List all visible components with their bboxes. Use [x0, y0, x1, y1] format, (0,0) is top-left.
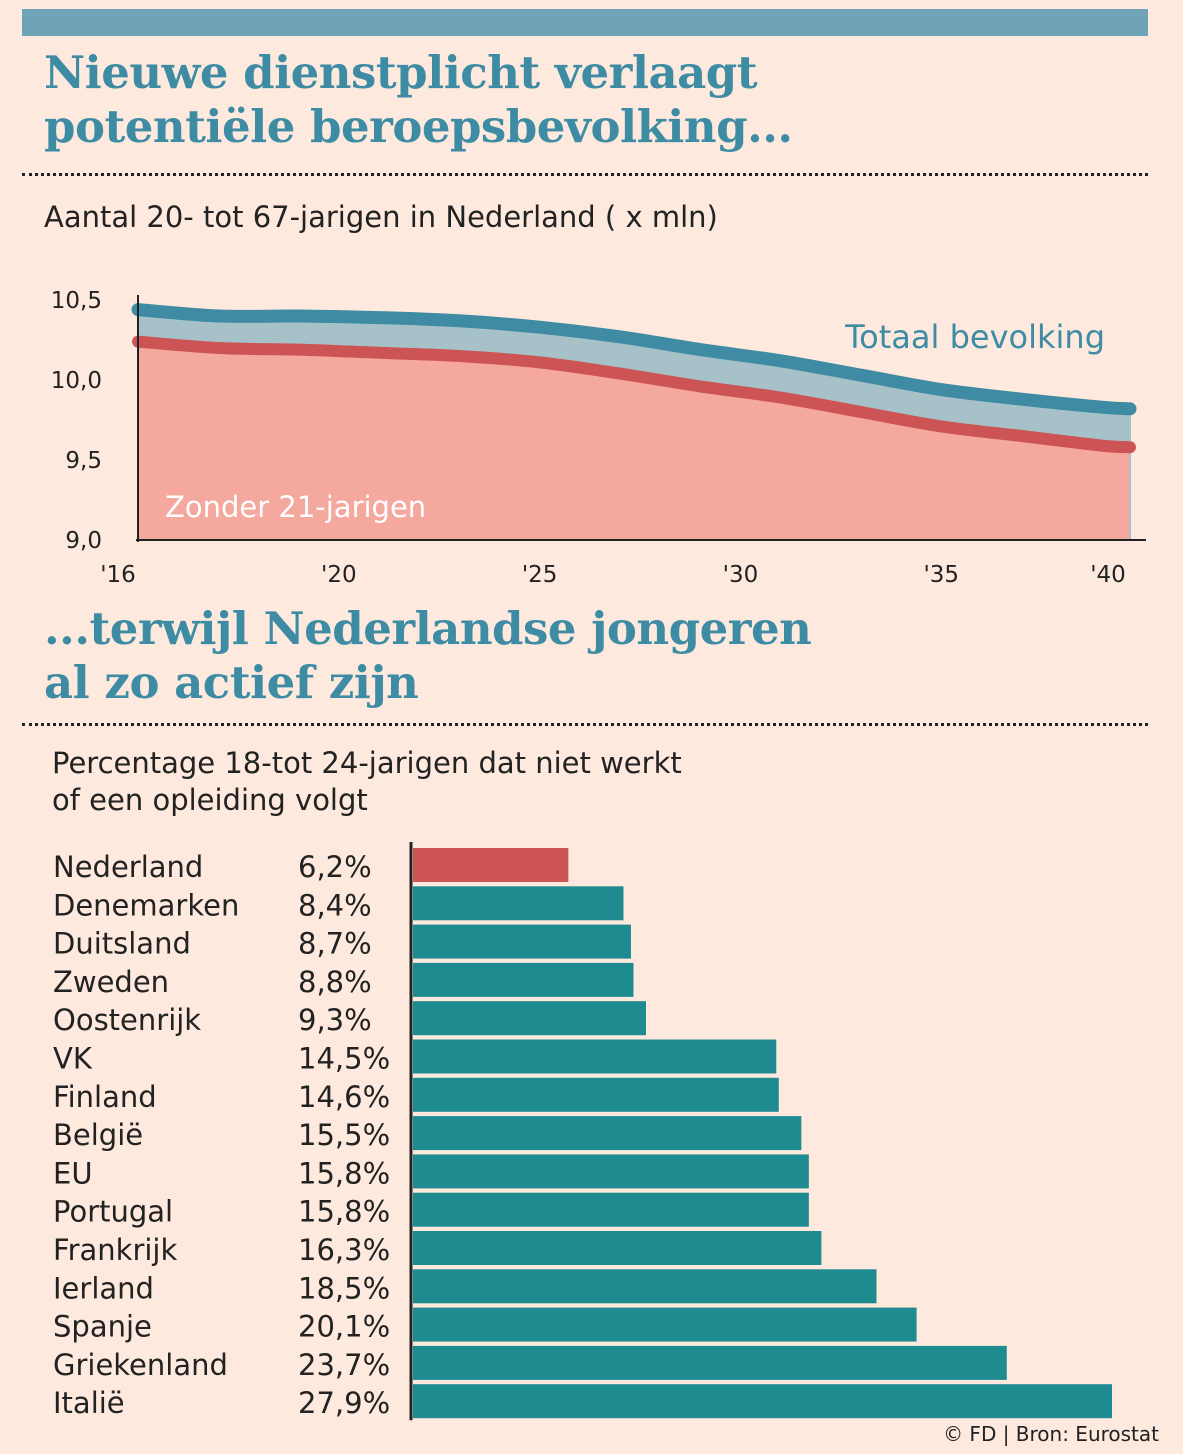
category-label: Nederland	[53, 850, 203, 884]
value-label: 14,5%	[298, 1042, 390, 1076]
category-label: Duitsland	[53, 927, 191, 961]
category-label: Oostenrijk	[53, 1003, 201, 1037]
category-label: VK	[53, 1042, 93, 1076]
bar	[413, 1154, 809, 1189]
bar	[413, 1192, 809, 1227]
value-label: 15,5%	[298, 1118, 390, 1152]
without21-area	[138, 341, 1130, 540]
value-label: 8,7%	[298, 927, 372, 961]
bar	[413, 1039, 777, 1074]
x-tick-label: '16	[100, 562, 136, 588]
x-tick-label: '35	[923, 562, 959, 588]
value-label: 9,3%	[298, 1003, 372, 1037]
x-tick-label: '40	[1090, 562, 1126, 588]
total-line	[131, 303, 1137, 416]
category-label: Griekenland	[53, 1348, 228, 1382]
value-label: 20,1%	[298, 1310, 390, 1344]
category-label: Italië	[53, 1386, 125, 1420]
value-label: 8,4%	[298, 888, 372, 922]
bar	[413, 1231, 822, 1265]
y-tick-label: 9,5	[65, 448, 102, 474]
category-label: Frankrijk	[53, 1233, 177, 1267]
value-label: 15,8%	[298, 1195, 390, 1229]
top-accent-bar	[22, 9, 1148, 36]
bar	[413, 1116, 802, 1151]
category-label: Ierland	[53, 1271, 154, 1305]
bar	[413, 924, 631, 959]
category-label: België	[53, 1118, 143, 1152]
x-tick-label: '25	[522, 562, 558, 588]
bar	[413, 962, 634, 997]
category-label: Spanje	[53, 1310, 152, 1344]
y-tick-label: 9,0	[65, 528, 102, 554]
value-label: 15,8%	[298, 1156, 390, 1190]
value-label: 18,5%	[298, 1271, 390, 1305]
value-label: 8,8%	[298, 965, 372, 999]
headline-population: Nieuwe dienstplicht verlaagt potentiële …	[44, 46, 793, 153]
subtitle-population: Aantal 20- tot 67-jarigen in Nederland (…	[44, 200, 718, 234]
category-label: Denemarken	[53, 888, 239, 922]
bar	[413, 848, 569, 882]
source-credit: © FD | Bron: Eurostat	[943, 1422, 1159, 1446]
bar	[413, 1345, 1007, 1380]
category-label: Finland	[53, 1080, 157, 1114]
bar	[413, 1307, 917, 1342]
dotted-divider-top	[22, 173, 1148, 176]
dotted-divider-bottom	[22, 723, 1148, 726]
bar	[413, 1001, 646, 1036]
population-area-chart: 10,5 10,0 9,5 9,0 '16 '20 '25 '30 '35 '40 Totaal b…	[51, 288, 1146, 588]
headline-youth: ...terwijl Nederlandse jongeren al zo ac…	[44, 602, 812, 709]
y-tick-label: 10,5	[51, 288, 102, 314]
y-tick-label: 10,0	[51, 368, 102, 394]
bar	[413, 886, 624, 921]
category-label: Zweden	[53, 965, 169, 999]
value-label: 16,3%	[298, 1233, 390, 1267]
category-label: EU	[53, 1156, 93, 1190]
value-label: 23,7%	[298, 1348, 390, 1382]
x-tick-label: '30	[723, 562, 759, 588]
neet-bar-chart: Nederland 6,2% Denemarken 8,4% Duitsland 8,7%…	[53, 842, 1112, 1421]
value-label: 6,2%	[298, 850, 372, 884]
bar	[413, 1077, 779, 1112]
x-tick-label: '20	[321, 562, 357, 588]
value-label: 27,9%	[298, 1386, 390, 1420]
subtitle-youth: Percentage 18-tot 24-jarigen dat niet we…	[52, 746, 682, 817]
value-label: 14,6%	[298, 1080, 390, 1114]
series-label-without21: Zonder 21-jarigen	[165, 490, 426, 524]
bar	[413, 1269, 877, 1304]
without21-line	[132, 335, 1136, 454]
series-label-total: Totaal bevolking	[844, 318, 1105, 356]
bar	[413, 1384, 1112, 1419]
category-label: Portugal	[53, 1195, 173, 1229]
